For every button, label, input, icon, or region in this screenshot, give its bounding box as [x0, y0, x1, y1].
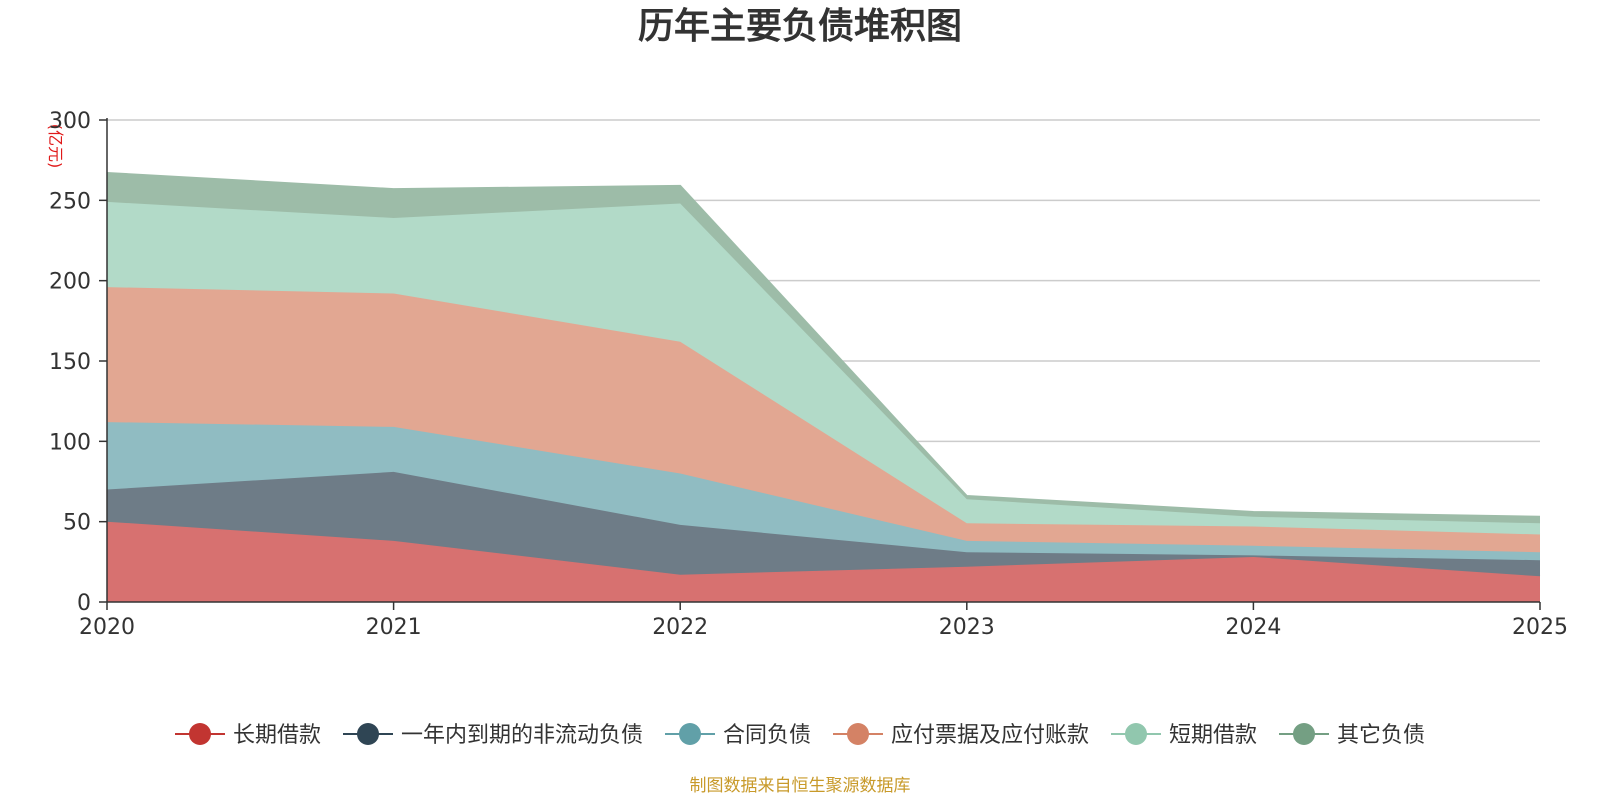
legend-label: 应付票据及应付账款	[891, 723, 1089, 748]
x-tick-label: 2020	[79, 615, 135, 640]
area-series-6	[107, 173, 1540, 524]
legend-label: 短期借款	[1169, 723, 1257, 748]
y-tick-label: 100	[49, 430, 91, 455]
legend-label: 长期借款	[233, 723, 321, 748]
legend-label: 其它负债	[1337, 723, 1425, 748]
legend-label: 一年内到期的非流动负债	[401, 723, 643, 748]
y-tick-label: 150	[49, 350, 91, 375]
y-tick-label: 200	[49, 270, 91, 295]
axes: 0 50 100 150 200 250 300 2020 2021 2022 2023 2024 20…	[49, 109, 1568, 640]
legend-circle-marker	[189, 723, 211, 745]
chart-title: 历年主要负债堆积图	[638, 6, 962, 47]
y-tick-label: 0	[77, 591, 91, 616]
area-series-6-edge	[106, 172, 1541, 518]
area-series-1	[107, 521, 1540, 602]
area-series-2	[107, 471, 1540, 577]
legend-circle-marker	[1125, 723, 1147, 745]
legend-item-4[interactable]: 应付票据及应付账款	[833, 723, 1089, 748]
legend-item-3[interactable]: 合同负债	[665, 723, 811, 748]
area-series-group	[106, 172, 1541, 602]
legend-item-2[interactable]: 一年内到期的非流动负债	[343, 723, 643, 748]
y-tick-label: 250	[49, 189, 91, 214]
area-series-3	[107, 422, 1540, 561]
legend-item-6[interactable]: 其它负债	[1279, 723, 1425, 748]
y-tick-label: 50	[63, 511, 91, 536]
data-source-note: 制图数据来自恒生聚源数据库	[690, 776, 911, 796]
area-series-4	[107, 287, 1540, 553]
legend-item-5[interactable]: 短期借款	[1111, 723, 1257, 748]
legend-item-1[interactable]: 长期借款	[175, 723, 321, 748]
x-tick-label: 2023	[939, 615, 995, 640]
legend-circle-marker	[679, 723, 701, 745]
x-tick-label: 2021	[366, 615, 422, 640]
x-tick-label: 2025	[1512, 615, 1568, 640]
legend: 长期借款 一年内到期的非流动负债 合同负债 应付票据及应付账款 短期借款 其它负债	[175, 723, 1425, 748]
area-series-5	[107, 201, 1540, 535]
legend-circle-marker	[357, 723, 379, 745]
legend-label: 合同负债	[723, 723, 811, 748]
legend-circle-marker	[847, 723, 869, 745]
y-axis-unit-label: (亿元)	[46, 124, 65, 169]
x-tick-label: 2022	[652, 615, 708, 640]
legend-circle-marker	[1293, 723, 1315, 745]
x-tick-label: 2024	[1225, 615, 1281, 640]
y-tick-label: 300	[49, 109, 91, 134]
